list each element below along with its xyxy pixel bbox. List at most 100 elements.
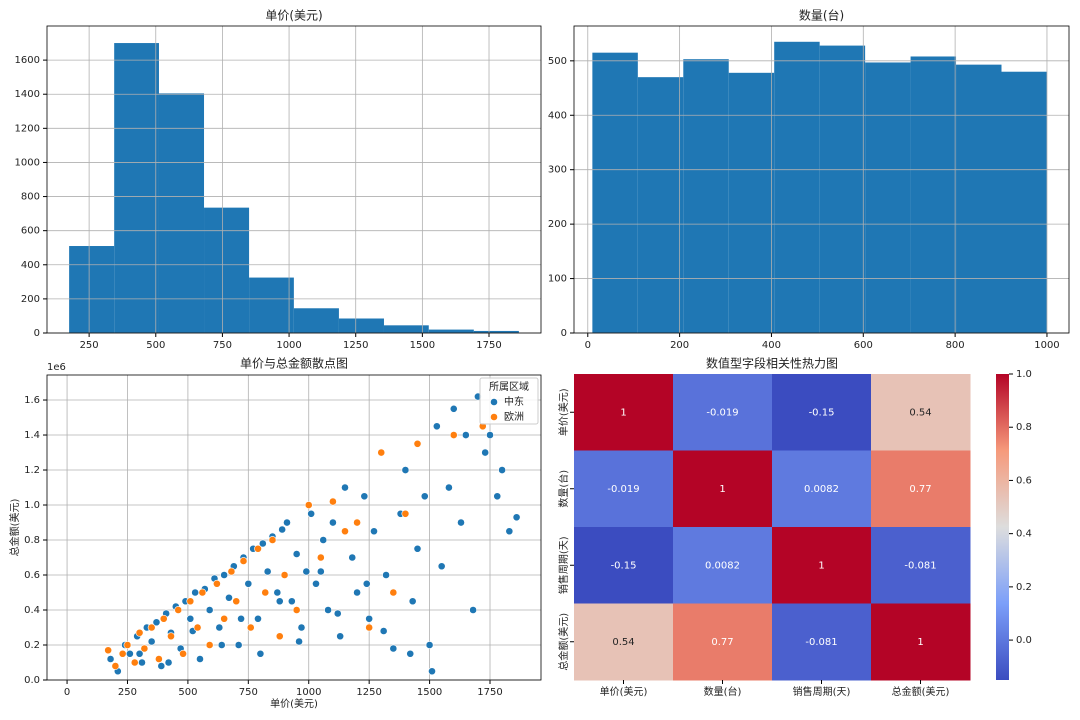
- colorbar-tick-label: 0.4: [1016, 529, 1032, 540]
- bar: [865, 62, 911, 334]
- scatter-point: [125, 649, 134, 658]
- heatmap-cell: [871, 374, 971, 451]
- scatter-point: [493, 492, 502, 501]
- x-tick-label: 总金额(美元): [892, 685, 950, 698]
- x-tick-label: 400: [762, 340, 781, 351]
- bar: [383, 325, 429, 333]
- bar: [728, 72, 775, 333]
- scatter-point: [167, 632, 175, 641]
- scatter-point: [198, 588, 207, 597]
- cell-label: 1: [719, 484, 725, 495]
- scatter-point: [186, 597, 195, 606]
- scatter-point: [196, 655, 204, 663]
- y-tick-label: 总金额(美元): [557, 613, 570, 671]
- bar: [428, 329, 474, 333]
- scatter-point: [234, 641, 243, 649]
- scatter-point: [118, 649, 127, 658]
- scatter-point: [370, 527, 378, 536]
- scatter-point: [287, 597, 296, 606]
- bar: [158, 93, 205, 333]
- chart-title: 单价(美元): [265, 9, 322, 23]
- scatter-point: [329, 518, 337, 527]
- scatter-point: [432, 422, 441, 431]
- x-tick-label: 0: [585, 340, 591, 351]
- scatter-point: [408, 597, 417, 606]
- x-tick-label: 单价(美元): [600, 685, 648, 698]
- scatter-point: [304, 501, 313, 509]
- x-tick-label: 1250: [343, 340, 368, 351]
- bar: [637, 77, 684, 334]
- heatmap-cell: [574, 603, 674, 681]
- scatter-point: [246, 623, 255, 632]
- scatter-point: [147, 623, 156, 632]
- scatter-point: [283, 518, 291, 527]
- scatter-point: [389, 588, 398, 597]
- scatter-point: [481, 448, 490, 457]
- scatter-point: [302, 567, 311, 576]
- heatmap-cell: [673, 374, 773, 451]
- colorbar-tick-label: 0.0: [1016, 635, 1032, 646]
- scatter-point: [138, 658, 146, 667]
- scatter-point: [106, 655, 115, 663]
- scatter-point: [261, 588, 270, 597]
- heatmap-cell: [673, 527, 773, 604]
- scatter-point: [220, 571, 229, 579]
- cell-label: -0.019: [607, 484, 639, 495]
- y-axis-label: 总金额(美元): [8, 499, 21, 557]
- y-tick-label: 1200: [15, 123, 40, 134]
- scatter-point: [360, 492, 369, 501]
- scatter-point: [333, 609, 342, 618]
- scatter-point: [237, 614, 245, 623]
- x-tick-label: 600: [854, 340, 873, 351]
- bar: [473, 330, 519, 333]
- scatter-point: [135, 649, 144, 658]
- x-tick-label: 800: [946, 340, 965, 351]
- scatter-point: [217, 641, 226, 649]
- bar: [114, 43, 159, 334]
- scatter-point: [362, 579, 371, 588]
- colorbar-tick-label: 0.8: [1016, 422, 1032, 433]
- scatter-point: [275, 632, 284, 641]
- scatter-point: [154, 655, 163, 663]
- cell-label: 0.0082: [705, 560, 740, 571]
- scatter-point: [316, 553, 325, 562]
- scatter-point: [401, 466, 410, 474]
- heatmap-cell: [772, 603, 872, 681]
- x-tick-label: 500: [178, 687, 197, 698]
- scatter-point: [413, 439, 422, 448]
- scatter-point: [263, 567, 272, 576]
- y-tick-label: 数量(台): [557, 470, 570, 508]
- y-tick-label: 0.8: [24, 535, 40, 546]
- scatter-point: [389, 644, 398, 653]
- scatter-point: [123, 641, 132, 649]
- chart-title: 单价与总金额散点图: [240, 356, 348, 371]
- y-tick-label: 0.0: [24, 675, 40, 686]
- cell-label: -0.081: [805, 637, 837, 648]
- scatter-point: [179, 649, 187, 658]
- x-tick-label: 1000: [296, 687, 321, 698]
- chart-title: 数量(台): [799, 8, 844, 23]
- y-tick-label: 500: [548, 56, 567, 67]
- scatter-point: [215, 623, 224, 632]
- heatmap-cell: [871, 603, 971, 681]
- scatter-point: [307, 509, 316, 518]
- scatter-point: [382, 571, 390, 579]
- chart-title: 数值型字段相关性热力图: [706, 356, 838, 371]
- y-tick-label: 400: [21, 260, 40, 271]
- scatter-point: [365, 623, 374, 632]
- scatter-point: [280, 571, 289, 579]
- bar: [338, 318, 384, 333]
- scatter-point: [401, 509, 410, 518]
- x-tick-label: 750: [213, 340, 232, 351]
- cell-label: 0.77: [711, 637, 733, 648]
- y-tick-label: 销售周期(天): [557, 536, 570, 594]
- legend-label: 中东: [504, 395, 524, 408]
- scatter-point: [449, 404, 458, 413]
- heatmap-cell: [673, 450, 773, 528]
- scatter-point: [292, 606, 301, 614]
- y-offset-label: 1e6: [47, 362, 66, 373]
- x-tick-label: 200: [670, 340, 689, 351]
- scatter-point: [258, 539, 267, 548]
- cell-label: 0.77: [909, 484, 931, 495]
